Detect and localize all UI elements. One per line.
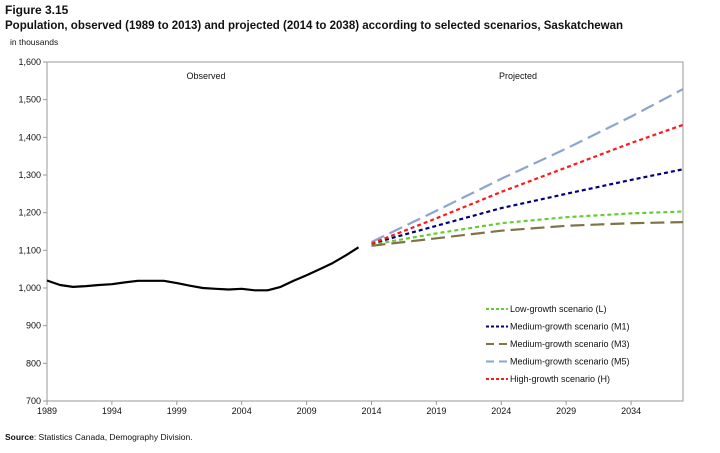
y-axis-label: in thousands (10, 37, 58, 47)
x-tick-label: 2004 (232, 406, 252, 416)
x-tick-label: 2014 (361, 406, 381, 416)
y-tick-label: 1,600 (18, 57, 41, 67)
chart-title: Population, observed (1989 to 2013) and … (5, 20, 623, 32)
y-tick-label: 800 (26, 358, 41, 368)
source-text: : Statistics Canada, Demography Division… (34, 432, 193, 442)
x-tick-label: 1994 (102, 406, 122, 416)
x-tick-label: 1999 (167, 406, 187, 416)
series-line-medium-growth-m3 (371, 221, 684, 247)
series-line-medium-growth-m1 (371, 168, 684, 245)
series-line-high-growth-h (371, 123, 684, 245)
series-line-low-growth-l (371, 210, 684, 246)
legend-label-medium-growth-m3: Medium-growth scenario (M3) (510, 339, 630, 349)
y-tick-label: 1,000 (18, 283, 41, 293)
figure-label: Figure 3.15 (5, 3, 69, 17)
x-tick-label: 2009 (297, 406, 317, 416)
legend: Low-growth scenario (L) Medium-growth sce… (486, 304, 630, 384)
y-tick-label: 1,200 (18, 208, 41, 218)
y-tick-label: 1,100 (18, 245, 41, 255)
series-line-medium-growth-m5 (371, 88, 684, 243)
y-tick-label: 1,300 (18, 170, 41, 180)
legend-label-medium-growth-m5: Medium-growth scenario (M5) (510, 357, 630, 367)
x-tick-label: 1989 (37, 406, 57, 416)
y-tick-label: 700 (26, 396, 41, 406)
projected-label: Projected (499, 71, 537, 81)
y-tick-label: 900 (26, 321, 41, 331)
y-tick-label: 1,500 (18, 95, 41, 105)
x-tick-label: 2019 (426, 406, 446, 416)
x-tick-label: 2029 (556, 406, 576, 416)
plot-area (46, 61, 684, 402)
source-label: Source (5, 432, 34, 442)
series-line-observed (46, 246, 360, 292)
legend-label-medium-growth-m1: Medium-growth scenario (M1) (510, 322, 630, 332)
legend-label-high-growth-h: High-growth scenario (H) (510, 374, 610, 384)
x-tick-label: 2024 (491, 406, 511, 416)
source-note: Source: Statistics Canada, Demography Di… (5, 432, 193, 442)
observed-label: Observed (186, 71, 225, 81)
x-tick-label: 2034 (621, 406, 641, 416)
legend-label-low-growth-l: Low-growth scenario (L) (510, 304, 607, 314)
y-tick-label: 1,400 (18, 132, 41, 142)
